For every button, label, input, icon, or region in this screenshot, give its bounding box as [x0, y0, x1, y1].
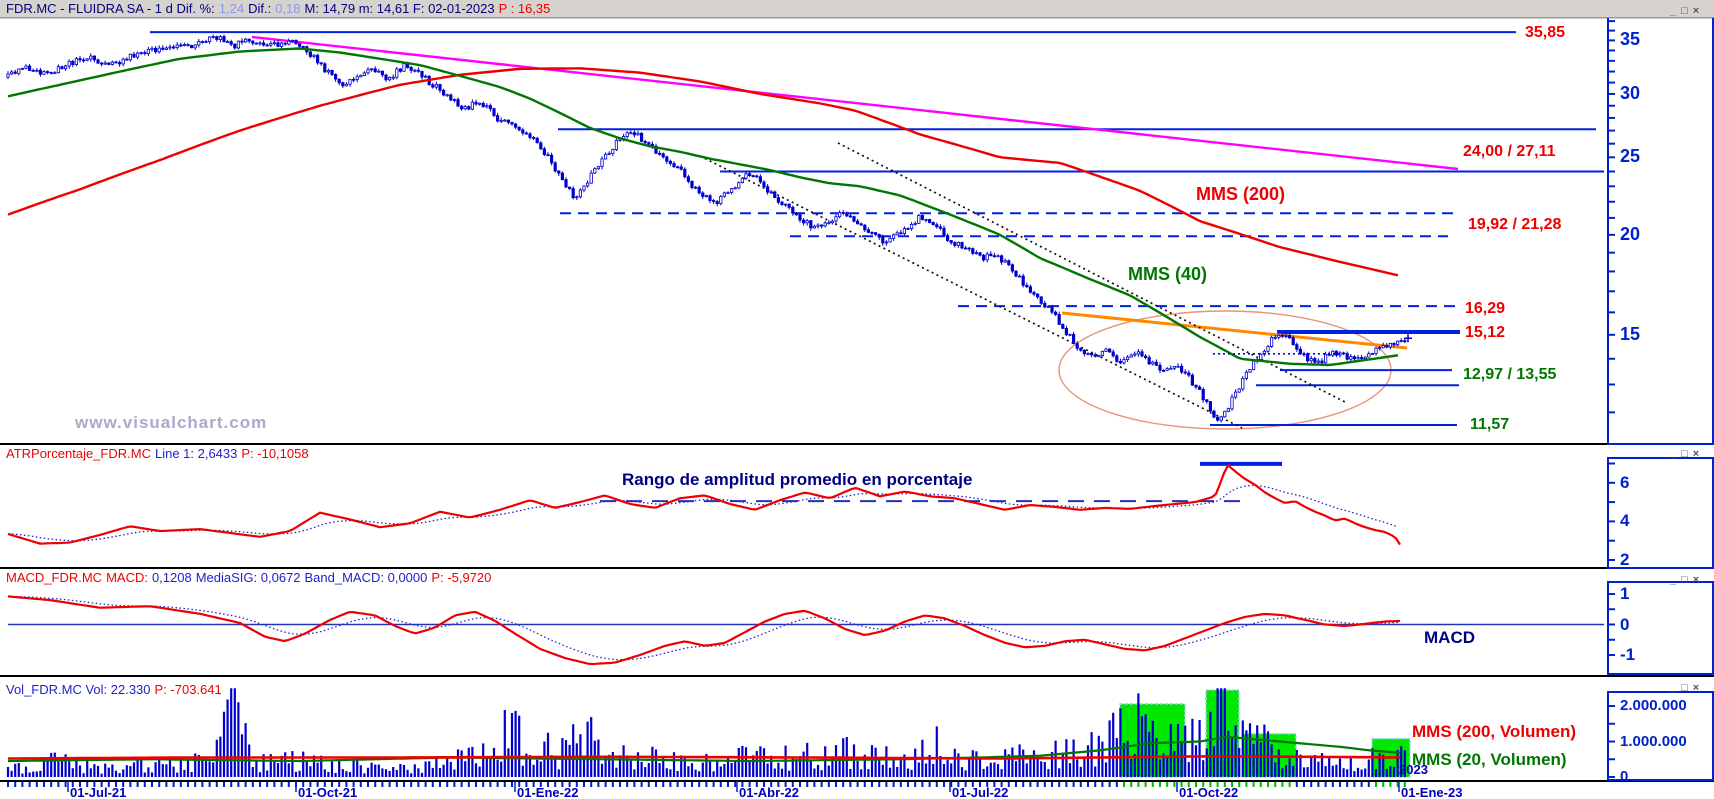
magenta-trendline [251, 35, 1459, 171]
close-icon[interactable]: × [1692, 682, 1700, 694]
atr-line [7, 463, 1401, 546]
header-text-segment: Band_MACD: 0,0000 [304, 570, 428, 585]
header-text-segment: P: -5,9720 [431, 570, 492, 585]
axis-box [1607, 581, 1714, 675]
macd-axis-label: -1 [1620, 645, 1636, 664]
header-text-segment: FDR.MC - FLUIDRA SA - 1 d Dif. %: [6, 1, 215, 16]
header-text-segment: MACD_FDR.MC [6, 570, 103, 585]
mms20-volume-line [8, 735, 1401, 763]
axis-box [1607, 691, 1714, 781]
close-icon[interactable]: × [1692, 448, 1700, 460]
macd-line [7, 595, 1401, 666]
mms40-label: MMS (40) [1128, 264, 1208, 284]
x-axis-date-label: 01-Jul-21 [70, 785, 127, 799]
header-text-segment: P : 16,35 [498, 1, 551, 16]
volume-axis-label: 1.000.000 [1620, 732, 1687, 750]
x-axis-date-label: 01-Ene-23 [1401, 785, 1463, 799]
header-text-segment: 1,24 [218, 1, 245, 16]
window-controls: _ □ × [1670, 682, 1700, 694]
candlestick-series [6, 34, 1407, 423]
dotted-channel-upper [837, 142, 1346, 403]
header-text-segment: P: -10,1058 [241, 446, 309, 461]
maximize-icon[interactable]: □ [1681, 574, 1688, 586]
axis-box [1607, 457, 1714, 569]
header-text-segment: Vol_FDR.MC Vol: 22.330 [6, 682, 151, 697]
panel-header-volume: Vol_FDR.MC Vol: 22.330 P: -703.641 [6, 682, 226, 697]
header-text-segment: Line 1: 2,6433 [154, 446, 238, 461]
mms40-line [7, 47, 1399, 367]
window-controls: _ □ × [1670, 448, 1700, 460]
mms200-vol-label: MMS (200, Volumen) [1412, 722, 1577, 741]
last-price-marker [1404, 334, 1412, 343]
price-level-label: 19,92 / 21,28 [1468, 216, 1562, 233]
atr-axis-label: 6 [1620, 472, 1630, 492]
mms200-volume-line [8, 755, 1400, 760]
price-level-label: 16,29 [1465, 300, 1506, 317]
atr-annotation: Rango de amplitud promedio en porcentaje [622, 470, 973, 489]
macd-signal-line [7, 595, 1399, 661]
macd-axis-label: 0 [1620, 614, 1630, 634]
price-level-label: 15,12 [1465, 324, 1506, 341]
close-icon[interactable]: × [1692, 5, 1700, 17]
panel-header-macd: MACD_FDR.MC MACD: 0,1208 MediaSIG: 0,0672 Ba… [6, 570, 495, 585]
atr-signal-line [7, 484, 1399, 542]
macd-axis-label: 1 [1620, 584, 1630, 603]
header-text-segment: 0,18 [275, 1, 301, 16]
orange-trendline [1061, 311, 1408, 350]
volume-axis-label: 0 [1620, 768, 1629, 785]
price-axis-label: 15 [1620, 323, 1641, 344]
minimize-icon[interactable]: _ [1670, 448, 1677, 460]
minimize-icon[interactable]: _ [1670, 5, 1677, 17]
volume-axis-label: 2.000.000 [1620, 697, 1687, 714]
minimize-icon[interactable]: _ [1670, 574, 1677, 586]
window-controls: _ □ × [1670, 5, 1700, 17]
maximize-icon[interactable]: □ [1681, 5, 1688, 17]
mms20-vol-label: MMS (20, Volumen) [1412, 750, 1567, 769]
header-text-segment: P: -703.641 [154, 682, 222, 697]
window-titlebar: FDR.MC - FLUIDRA SA - 1 d Dif. %: 1,24 Dif… [0, 0, 1714, 18]
panel-header-atr: ATRPorcentaje_FDR.MC Line 1: 2,6433 P: -10… [6, 446, 313, 461]
price-level-label: 11,57 [1470, 416, 1510, 433]
x-axis-date-label: 01-Oct-21 [298, 785, 358, 799]
x-axis-date-label: 01-Oct-22 [1179, 785, 1239, 799]
atr-axis-label: 2 [1620, 550, 1630, 569]
maximize-icon[interactable]: □ [1681, 682, 1688, 694]
header-text-segment: 0,1208 [151, 570, 192, 585]
header-text-segment: M: 14,79 m: 14,61 F: 02-01-2023 [304, 1, 495, 16]
volume-bars [6, 688, 1406, 777]
price-level-label: 35,85 [1525, 24, 1566, 41]
window-controls: _ □ × [1670, 574, 1700, 586]
price-level-label: 24,00 / 27,11 [1463, 143, 1556, 160]
header-text-segment: MediaSIG: 0,0672 [195, 570, 301, 585]
price-level-label: 12,97 / 13,55 [1463, 366, 1557, 383]
year-label: 2023 [1399, 762, 1428, 777]
watermark: www.visualchart.com [75, 413, 268, 432]
price-axis-label: 20 [1620, 223, 1641, 244]
x-axis-date-label: 01-Jul-22 [952, 785, 1009, 799]
macd-label: MACD [1424, 628, 1475, 647]
mms200-line [7, 67, 1399, 277]
price-axis-label: 30 [1620, 82, 1641, 103]
header-text-segment: Dif.: [248, 1, 272, 16]
x-axis-date-label: 01-Abr-22 [739, 785, 799, 799]
price-axis-label: 35 [1620, 29, 1641, 50]
minimize-icon[interactable]: _ [1670, 682, 1677, 694]
dotted-channel-lower [699, 155, 1243, 429]
header-text-segment: ATRPorcentaje_FDR.MC [6, 446, 151, 461]
mms200-label: MMS (200) [1196, 184, 1286, 204]
maximize-icon[interactable]: □ [1681, 448, 1688, 460]
price-axis-label: 25 [1620, 146, 1641, 167]
atr-axis-label: 4 [1620, 511, 1630, 531]
header-text-segment: MACD: [106, 570, 148, 585]
x-axis-date-label: 01-Ene-22 [517, 785, 579, 799]
close-icon[interactable]: × [1692, 574, 1700, 586]
